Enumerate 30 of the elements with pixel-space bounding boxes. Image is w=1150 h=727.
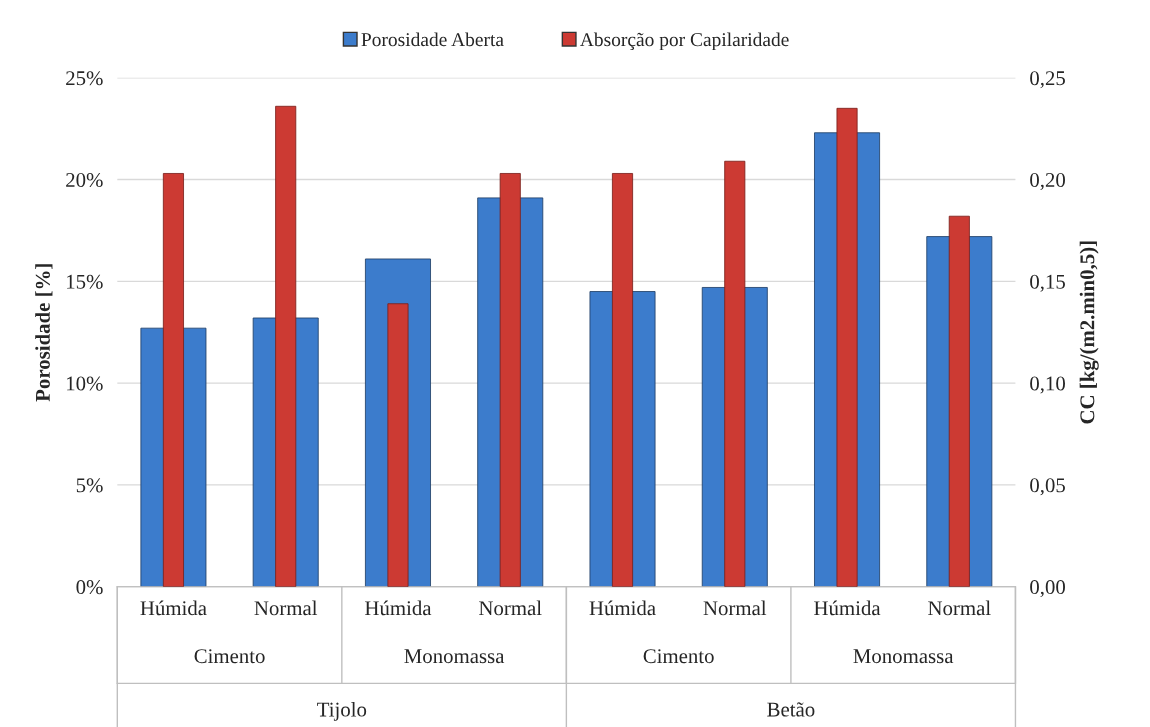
text: Cimento — [194, 649, 265, 664]
x-tick-label: Normal — [928, 600, 991, 616]
y2-tick-label: 0,20 — [1030, 172, 1065, 190]
text: Cimento — [643, 649, 714, 664]
legend-label: Porosidade Aberta — [361, 32, 504, 47]
y-tick-label: 20% — [66, 172, 103, 188]
x-tick-label: Húmida — [140, 600, 207, 616]
y2-tick-label: 0,25 — [1030, 71, 1065, 89]
y2-axis-title: CC [kg/(m2.min0,5)] — [1079, 241, 1099, 424]
text: Monomassa — [404, 649, 505, 664]
y2-tick-label: 0,15 — [1030, 274, 1065, 292]
y2-tick-label: 0,10 — [1030, 376, 1065, 394]
x-tick-label: Húmida — [365, 600, 432, 616]
text: Monomassa — [853, 649, 954, 664]
y-tick-label: 10% — [67, 376, 103, 391]
y-tick-label: 15% — [67, 274, 103, 289]
x-tick-label: Normal — [703, 600, 767, 616]
y-tick-label: 0% — [76, 580, 103, 595]
text: Betão — [767, 702, 815, 717]
y-axis-title: Porosidade [%] — [35, 264, 53, 402]
y-tick-label: 25% — [66, 71, 103, 86]
y2-tick-label: 0,00 — [1030, 580, 1065, 598]
x-tick-label: Húmida — [814, 600, 881, 616]
y-tick-label: 5% — [76, 478, 103, 493]
x-tick-label: Húmida — [589, 600, 656, 616]
x-tick-label: Normal — [254, 600, 318, 616]
text: Tijolo — [317, 701, 367, 721]
x-tick-label: Normal — [479, 600, 542, 616]
y2-tick-label: 0,05 — [1030, 478, 1065, 496]
legend-label: Absorção por Capilaridade — [580, 32, 789, 51]
